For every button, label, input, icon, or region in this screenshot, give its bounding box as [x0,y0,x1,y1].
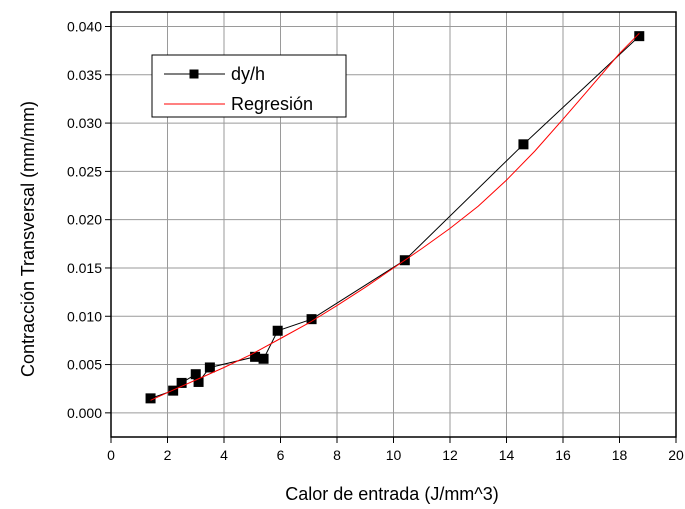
data-point-dy-h [145,393,156,404]
data-point-dy-h [306,314,317,325]
y-tick-label: 0.035 [67,67,102,83]
data-point-dy-h [272,325,283,336]
x-tick-label: 16 [555,447,571,463]
x-tick-label: 12 [442,447,458,463]
y-axis-label: Contracción Transversal (mm/mm) [18,101,38,377]
y-tick-label: 0.020 [67,212,102,228]
series-layer [145,31,645,404]
x-tick-label: 4 [220,447,228,463]
y-tick-label: 0.025 [67,163,102,179]
data-point-dy-h [168,385,179,396]
data-point-dy-h [258,353,269,364]
y-tick-label: 0.005 [67,357,102,373]
tick-labels: 0 2 4 6 8 10 12 14 16 18 20 0.000 0.005 0.010 0.015 0.0… [67,18,684,463]
data-point-dy-h [193,376,204,387]
data-point-dy-h [204,362,215,373]
x-axis-label: Calor de entrada (J/mm^3) [285,484,499,504]
data-point-dy-h [190,369,201,380]
series-line-regresion [150,32,640,401]
x-tick-label: 20 [668,447,684,463]
x-tick-label: 18 [612,447,628,463]
data-point-dy-h [250,351,261,362]
x-tick-label: 10 [386,447,402,463]
y-tick-label: 0.030 [67,115,102,131]
legend-box [151,54,347,118]
y-tick-label: 0.040 [67,18,102,34]
x-tick-label: 6 [277,447,285,463]
data-point-dy-h [518,139,529,150]
legend-marker-dy-h [189,69,199,79]
data-point-dy-h [176,377,187,388]
legend-label-dy-h: dy/h [231,64,265,84]
x-tick-label: 2 [164,447,172,463]
data-point-dy-h [634,31,645,42]
x-tick-label: 0 [107,447,115,463]
y-tick-label: 0.010 [67,308,102,324]
y-tick-label: 0.015 [67,260,102,276]
legend-label-regresion: Regresión [231,94,313,114]
x-tick-label: 14 [499,447,515,463]
ticks [105,25,677,443]
y-tick-label: 0.000 [67,405,102,421]
x-tick-label: 8 [333,447,341,463]
legend: dy/h Regresión [151,54,347,118]
